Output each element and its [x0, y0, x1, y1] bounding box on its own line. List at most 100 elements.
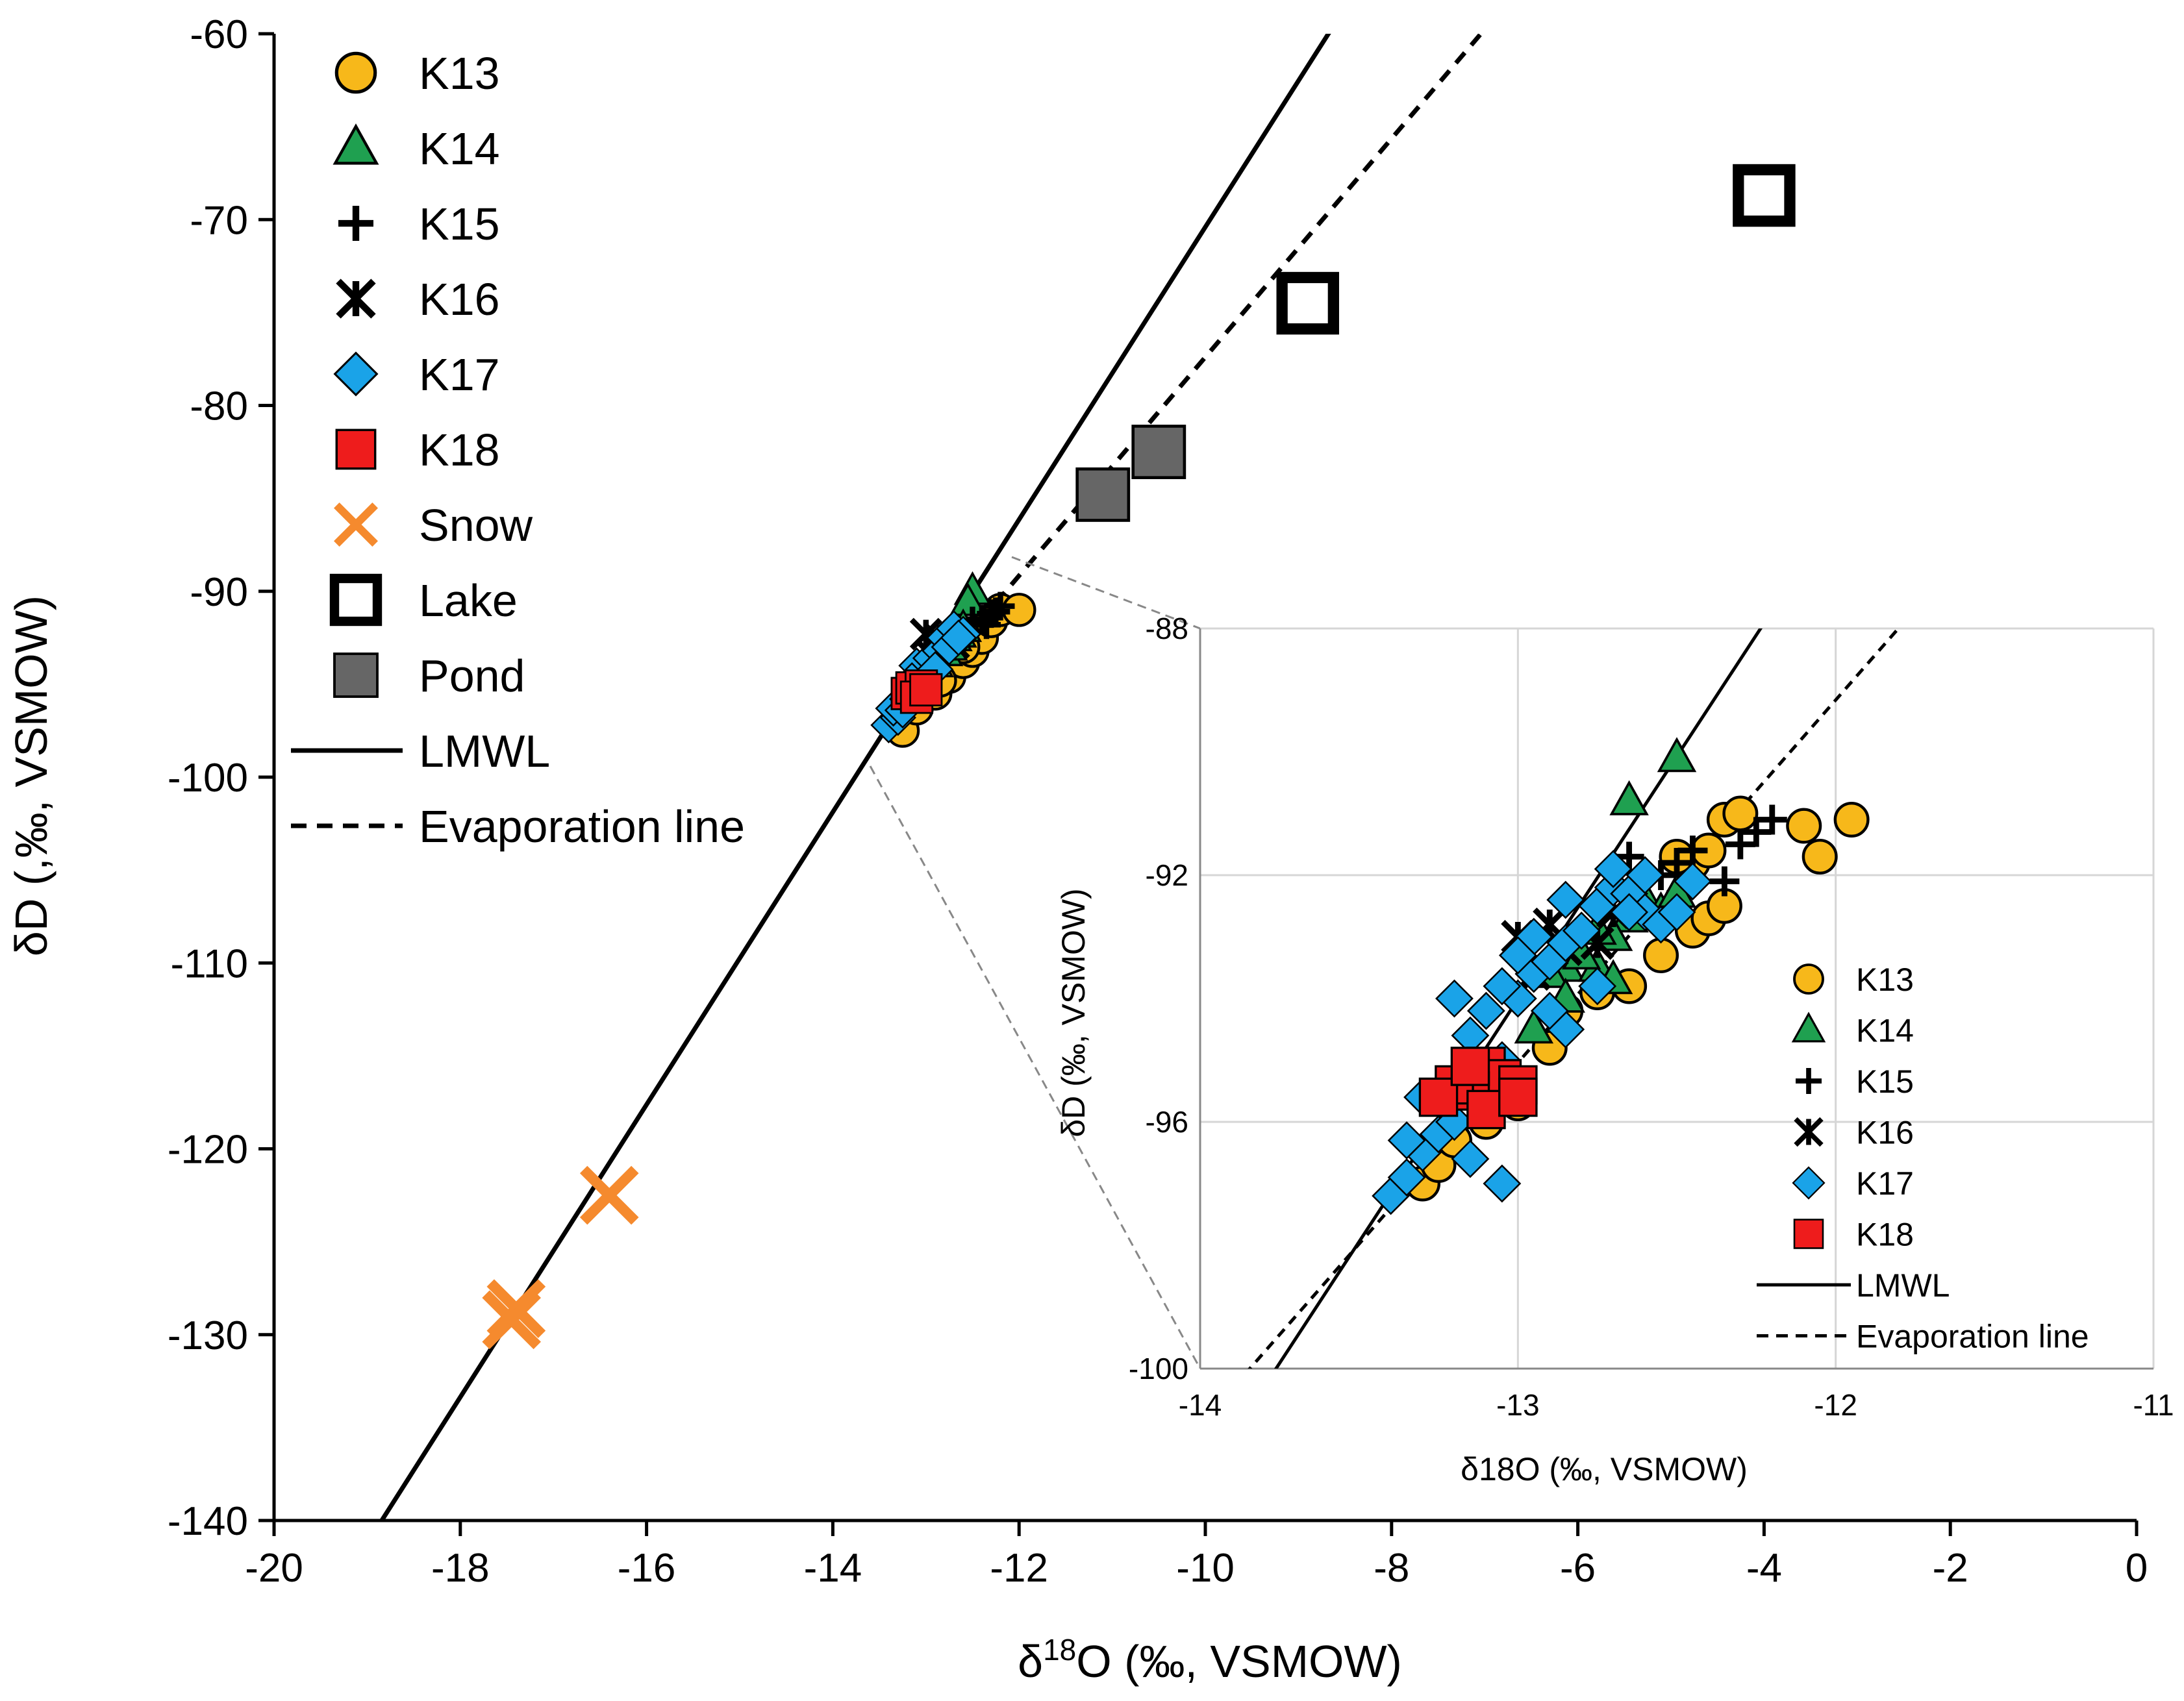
inset-legend: K13 K14 K15 K16 K17 K18 LMWL Evaporation line	[1757, 962, 2089, 1355]
inset-legend-marker-k16	[1794, 1117, 1824, 1147]
zoom-connector-top	[1011, 556, 1201, 630]
inset-y-tick-label: -96	[1146, 1105, 1188, 1139]
legend-marker-lake	[329, 573, 383, 627]
inset-legend-label-k13: K13	[1856, 962, 1914, 998]
inset-k17-point	[1610, 893, 1649, 932]
inset-x-tick-label: -11	[2133, 1388, 2174, 1422]
inset-k13-point	[1786, 808, 1822, 844]
main-x-axis-title-rest: O (‰, VSMOW)	[1076, 1636, 1402, 1687]
inset-k17-point	[1657, 893, 1696, 932]
legend-marker-k16	[336, 279, 376, 319]
main-legend: K13 K14 K15 K16 K17 K18 Snow Lake Pond LMWL Evapor…	[291, 48, 745, 852]
inset-k18-point	[1418, 1077, 1459, 1117]
inset-axes: -88 -92 -96 -100-14 -13 -12 -11	[1129, 612, 2174, 1422]
main-y-tick-label: -120	[168, 1128, 248, 1173]
snow-point	[482, 1290, 541, 1350]
inset-legend-label-k14: K14	[1856, 1013, 1914, 1049]
pond-point	[1075, 467, 1131, 522]
main-data-points	[482, 164, 1796, 1350]
legend-label-lake: Lake	[419, 575, 518, 626]
legend-marker-k17	[333, 351, 379, 397]
main-x-tick-label: -18	[431, 1546, 490, 1591]
inset-data-points	[1372, 737, 1870, 1215]
inset-k17-point	[1466, 991, 1505, 1030]
inset-k17-point	[1674, 862, 1712, 900]
main-x-axis-title: δ18O (‰, VSMOW)	[1018, 1633, 1402, 1687]
inset-y-tick-label: -88	[1146, 612, 1188, 645]
legend-marker-k15	[338, 206, 373, 241]
main-chart: -60-70-80-90-100-110-120-130-140-20 -18 -1…	[6, 12, 2148, 1687]
legend-label-evaporation-line: Evaporation line	[419, 801, 745, 852]
inset-k14-point	[1609, 780, 1649, 815]
legend-marker-k18	[335, 428, 377, 470]
main-y-tick-label: -90	[190, 570, 248, 615]
main-x-tick-label: -10	[1176, 1546, 1235, 1591]
k15-point	[981, 597, 1010, 627]
inset-k18-point	[1498, 1077, 1538, 1117]
inset-legend-marker-k13	[1793, 963, 1824, 995]
inset-y-axis-title: δD (‰, VSMOW)	[1055, 888, 1092, 1137]
snow-point	[579, 1165, 639, 1225]
inset-k17-point	[1387, 1158, 1426, 1197]
main-x-tick-label: -6	[1560, 1546, 1596, 1591]
evaporation-line	[1248, 628, 1901, 1369]
inset-k17-point	[1498, 936, 1537, 975]
lake-point	[1276, 271, 1339, 335]
main-x-axis-title-superscript: 18	[1043, 1633, 1076, 1667]
inset-legend-label-k18: K18	[1856, 1217, 1914, 1253]
inset-k15-point	[1741, 817, 1772, 847]
main-axes: -60-70-80-90-100-110-120-130-140-20 -18 -1…	[168, 12, 2148, 1591]
inset-legend-label-k15: K15	[1856, 1063, 1914, 1100]
inset-k17-point	[1562, 912, 1601, 950]
inset-k17-point	[1387, 1121, 1426, 1160]
inset-legend-marker-k17	[1792, 1166, 1826, 1200]
main-x-tick-label: -16	[618, 1546, 676, 1591]
legend-label-k16: K16	[419, 274, 500, 325]
inset-legend-label-k17: K17	[1856, 1165, 1914, 1202]
inset-legend-label-evaporation-line: Evaporation line	[1856, 1319, 2089, 1355]
inset-k17-point	[1578, 967, 1617, 1006]
inset-legend-marker-k15	[1796, 1068, 1822, 1094]
k14-point	[949, 582, 987, 616]
zoom-connector-lines	[869, 556, 1201, 1369]
main-x-tick-label: 0	[2126, 1546, 2148, 1591]
inset-k17-point	[1625, 856, 1664, 895]
legend-marker-k14	[333, 123, 379, 165]
inset-k17-point	[1546, 880, 1585, 919]
inset-k17-point	[1435, 979, 1474, 1018]
legend-label-pond: Pond	[419, 651, 525, 701]
main-y-tick-label: -110	[171, 941, 249, 986]
inset-k18-point	[1450, 1047, 1490, 1086]
main-x-axis-title-delta: δ	[1018, 1636, 1043, 1687]
inset-k13-point	[1801, 838, 1838, 875]
inset-x-axis-title: δ18O (‰, VSMOW)	[1461, 1451, 1748, 1487]
legend-marker-k13	[334, 51, 377, 94]
main-x-tick-label: -12	[990, 1546, 1048, 1591]
main-x-tick-label: -20	[245, 1546, 303, 1591]
main-y-axis-title: δD (,‰, VSMOW)	[6, 595, 56, 956]
inset-k15-point	[1709, 866, 1740, 897]
inset-x-tick-label: -14	[1179, 1388, 1222, 1422]
main-y-tick-label: -130	[168, 1313, 248, 1358]
inset-legend-label-lmwl: LMWL	[1856, 1267, 1950, 1304]
legend-label-k18: K18	[419, 425, 500, 475]
inset-k17-point	[1594, 850, 1633, 888]
inset-y-tick-label: -100	[1129, 1352, 1188, 1385]
inset-x-tick-label: -12	[1814, 1388, 1857, 1422]
main-x-tick-label: -2	[1933, 1546, 1968, 1591]
legend-label-k13: K13	[419, 48, 500, 99]
k18-point	[909, 673, 943, 707]
inset-x-tick-label: -13	[1496, 1388, 1539, 1422]
main-trend-lines	[379, 34, 1484, 1521]
inset-k13-point	[1833, 801, 1870, 838]
inset-legend-label-k16: K16	[1856, 1115, 1914, 1151]
main-y-tick-label: -80	[190, 384, 248, 429]
inset-k17-point	[1483, 967, 1522, 1006]
main-x-tick-label: -14	[804, 1546, 862, 1591]
pond-point	[1131, 425, 1186, 479]
zoom-connector-bottom	[869, 765, 1201, 1369]
inset-k13-point	[1643, 937, 1679, 974]
legend-label-k14: K14	[419, 123, 500, 174]
legend-label-lmwl: LMWL	[419, 726, 550, 776]
legend-label-k17: K17	[419, 349, 500, 400]
